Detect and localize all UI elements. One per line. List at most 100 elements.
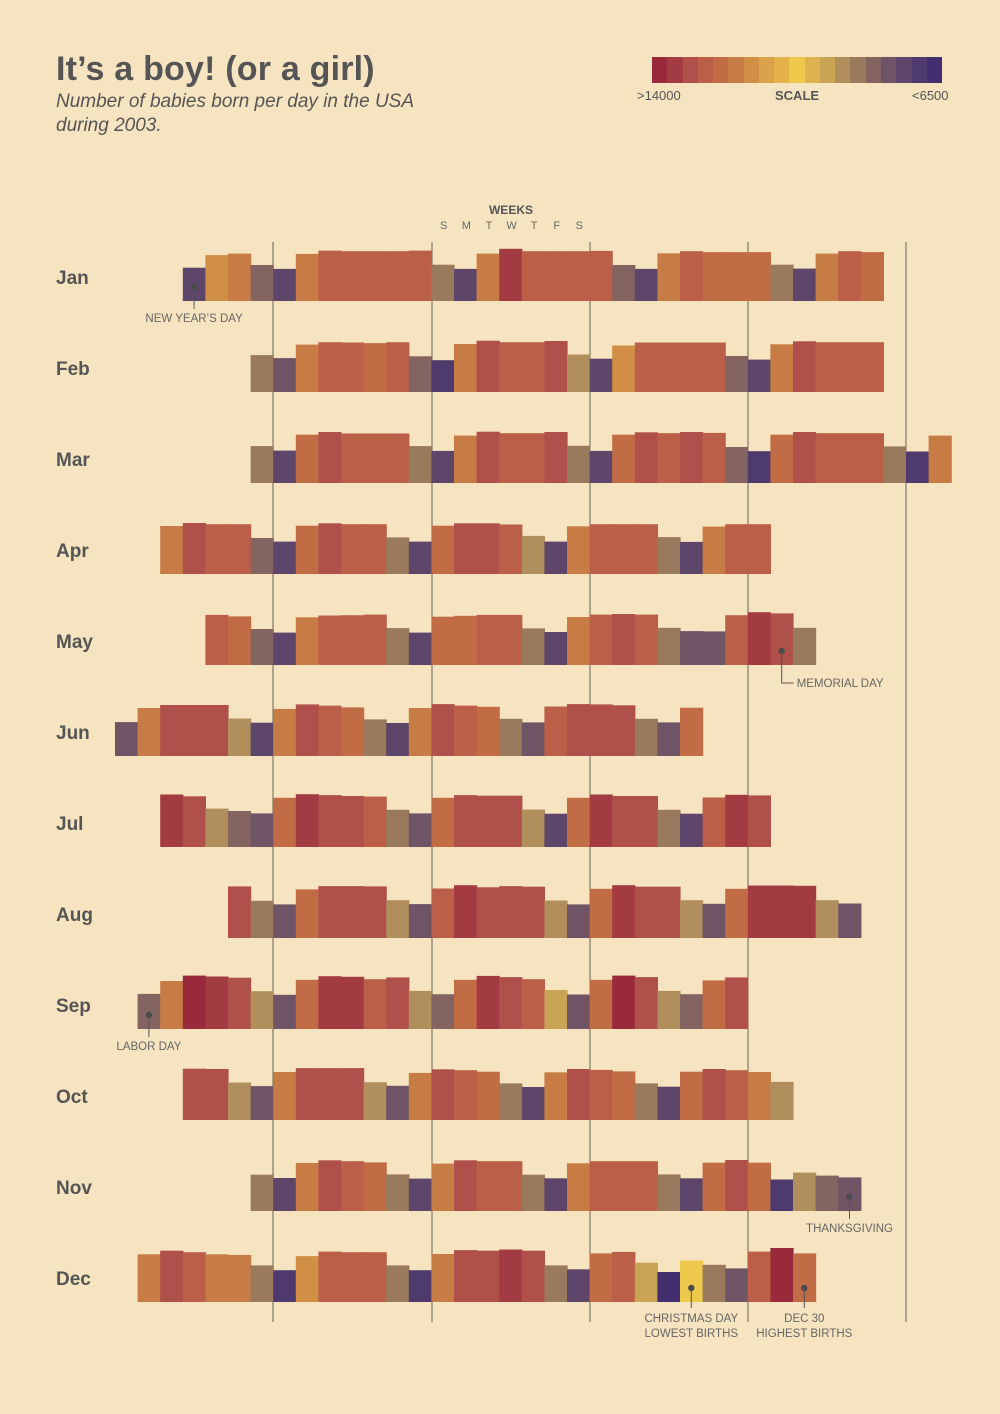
day-bar bbox=[702, 1264, 726, 1302]
day-bar bbox=[386, 1174, 410, 1211]
day-bar bbox=[341, 1068, 365, 1120]
day-bar bbox=[341, 433, 365, 483]
weekday-letter: S bbox=[576, 220, 584, 232]
day-bar bbox=[634, 342, 658, 392]
day-bar bbox=[250, 265, 274, 301]
day-bar bbox=[747, 524, 771, 574]
month-label: Jan bbox=[56, 268, 89, 289]
day-bar bbox=[341, 796, 365, 847]
day-bar bbox=[612, 975, 636, 1029]
day-bar bbox=[137, 993, 161, 1029]
day-bar bbox=[295, 344, 319, 392]
scale-swatch bbox=[713, 57, 729, 83]
month-label: Apr bbox=[56, 541, 89, 562]
day-bar bbox=[567, 445, 591, 483]
day-bar bbox=[567, 1163, 591, 1211]
day-bar bbox=[273, 1072, 297, 1120]
day-bar bbox=[205, 1254, 229, 1302]
day-bar bbox=[408, 1178, 432, 1211]
annotation-label: HIGHEST BIRTHS bbox=[756, 1328, 852, 1340]
day-bar bbox=[273, 994, 297, 1029]
day-bar bbox=[318, 886, 342, 938]
day-bar bbox=[544, 251, 568, 301]
day-bar bbox=[725, 977, 749, 1029]
scale-swatch bbox=[652, 57, 668, 83]
day-bar bbox=[431, 616, 455, 665]
day-bar bbox=[115, 722, 139, 756]
day-bar bbox=[702, 342, 726, 392]
day-bar bbox=[634, 1262, 658, 1302]
day-bar bbox=[408, 1072, 432, 1120]
day-bar bbox=[341, 1161, 365, 1211]
day-bar bbox=[680, 541, 704, 574]
day-bar bbox=[567, 1069, 591, 1120]
day-bar bbox=[363, 1162, 387, 1211]
day-bar bbox=[228, 886, 252, 938]
day-bar bbox=[815, 342, 839, 392]
day-bar bbox=[544, 706, 568, 756]
day-bar bbox=[747, 252, 771, 301]
day-bar bbox=[589, 794, 613, 847]
day-bar bbox=[431, 1069, 455, 1120]
day-bar bbox=[431, 1163, 455, 1211]
day-bar bbox=[860, 433, 884, 483]
day-bar bbox=[182, 523, 206, 574]
day-bar bbox=[273, 1178, 297, 1211]
day-bar bbox=[182, 1252, 206, 1302]
month-label: Jun bbox=[56, 723, 90, 744]
day-bar bbox=[634, 1161, 658, 1211]
day-bar bbox=[499, 718, 523, 756]
day-bar bbox=[589, 704, 613, 756]
day-bar bbox=[250, 722, 274, 756]
day-bar bbox=[182, 796, 206, 847]
day-bar bbox=[702, 1162, 726, 1211]
day-bar bbox=[702, 432, 726, 483]
scale-swatch bbox=[926, 57, 943, 83]
day-bar bbox=[205, 614, 229, 665]
day-bar bbox=[521, 722, 545, 756]
weekday-letter: S bbox=[440, 220, 448, 232]
day-bar bbox=[589, 1069, 613, 1120]
day-bar bbox=[454, 523, 478, 574]
day-bar bbox=[521, 342, 545, 392]
day-bar bbox=[680, 1071, 704, 1120]
day-bar bbox=[273, 797, 297, 847]
day-bar bbox=[431, 360, 455, 392]
day-bar bbox=[612, 1161, 636, 1211]
day-bar bbox=[657, 809, 681, 847]
day-bar bbox=[273, 708, 297, 756]
day-bar bbox=[250, 991, 274, 1029]
day-bar bbox=[680, 432, 704, 483]
day-bar bbox=[634, 886, 658, 938]
day-bar bbox=[137, 708, 161, 756]
day-bar bbox=[499, 886, 523, 938]
day-bar bbox=[250, 1086, 274, 1120]
day-bar bbox=[273, 904, 297, 938]
day-bar bbox=[589, 250, 613, 301]
day-bar bbox=[634, 432, 658, 483]
annotation-label: MEMORIAL DAY bbox=[797, 678, 884, 690]
day-bar bbox=[589, 450, 613, 483]
day-bar bbox=[793, 432, 817, 483]
day-bar bbox=[747, 451, 771, 483]
day-bar bbox=[793, 341, 817, 392]
day-bar bbox=[408, 904, 432, 938]
day-bar bbox=[431, 1254, 455, 1302]
day-bar bbox=[838, 342, 862, 392]
day-bar bbox=[408, 990, 432, 1029]
scale-swatch bbox=[819, 57, 836, 83]
day-bar bbox=[680, 342, 704, 392]
day-bar bbox=[295, 617, 319, 665]
day-bar bbox=[680, 631, 704, 665]
day-bar bbox=[657, 990, 681, 1029]
day-bar bbox=[408, 446, 432, 483]
day-bar bbox=[476, 614, 500, 665]
day-bar bbox=[567, 797, 591, 847]
day-bar bbox=[657, 627, 681, 665]
day-bar bbox=[182, 705, 206, 756]
day-bar bbox=[386, 433, 410, 483]
day-bar bbox=[499, 1249, 523, 1302]
day-bar bbox=[702, 797, 726, 847]
day-bar bbox=[228, 1254, 252, 1302]
